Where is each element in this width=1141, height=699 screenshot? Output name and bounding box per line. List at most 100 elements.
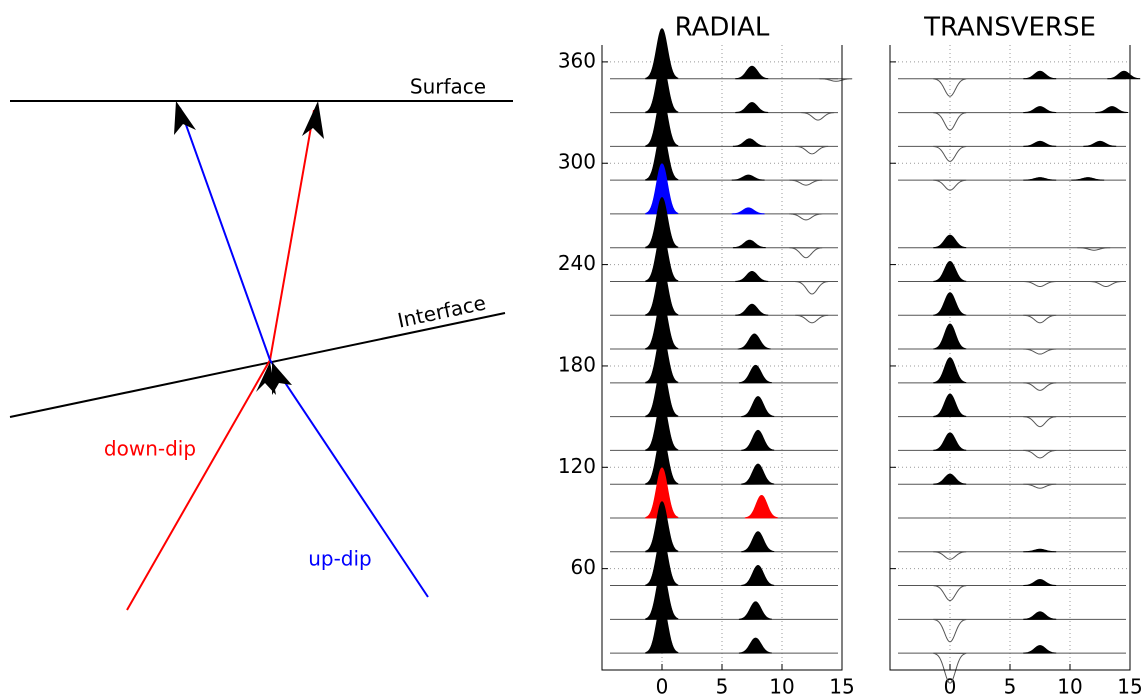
- panel-title: TRANSVERSE: [923, 13, 1096, 43]
- pulse: [1023, 483, 1057, 489]
- pulse: [933, 145, 967, 162]
- pulse: [1071, 177, 1105, 181]
- pulse: [819, 78, 853, 82]
- pulse: [1107, 70, 1141, 80]
- x-tick-label: 5: [1004, 675, 1017, 699]
- pulse: [645, 197, 679, 249]
- y-tick-label: 240: [558, 251, 596, 275]
- pulse: [738, 637, 772, 654]
- pulse: [1023, 611, 1057, 620]
- ray-diagram: Surface Interface down-dip up-dip: [9, 75, 513, 611]
- pulse: [645, 298, 679, 350]
- pulse: [933, 260, 967, 282]
- x-tick-label: 0: [656, 675, 669, 699]
- arrowhead: [256, 362, 276, 395]
- x-tick-label: 15: [829, 675, 854, 699]
- pulse: [738, 364, 772, 384]
- x-tick-label: 10: [769, 675, 794, 699]
- pulse: [933, 432, 967, 451]
- axes-frame: [601, 45, 843, 671]
- pulse: [933, 618, 967, 643]
- pulse: [789, 213, 823, 221]
- pulse: [933, 292, 967, 316]
- pulse: [645, 163, 679, 215]
- pulse: [1023, 140, 1057, 147]
- pulse: [933, 112, 967, 131]
- surface-label: Surface: [410, 75, 486, 99]
- arrowhead: [302, 101, 324, 139]
- y-tick-label: 360: [558, 48, 596, 72]
- pulse: [744, 494, 778, 519]
- pulse: [741, 396, 775, 418]
- x-tick-label: 10: [1057, 675, 1082, 699]
- arrowhead: [174, 101, 196, 135]
- pulse: [735, 303, 769, 316]
- pulse: [738, 601, 772, 620]
- pulse: [737, 333, 771, 350]
- pulse: [645, 568, 679, 620]
- pulse: [741, 463, 775, 485]
- pulse: [933, 551, 967, 560]
- pulse: [933, 78, 967, 97]
- y-tick-label: 60: [571, 555, 596, 579]
- pulse: [1089, 280, 1123, 287]
- pulse: [1023, 70, 1057, 80]
- pulse: [933, 585, 967, 602]
- pulse: [1023, 548, 1057, 553]
- pulse: [645, 534, 679, 587]
- pulse: [1023, 177, 1057, 181]
- pulse: [735, 270, 769, 282]
- pulse: [1023, 579, 1057, 587]
- y-tick-label: 180: [558, 352, 596, 376]
- pulse: [933, 323, 967, 350]
- pulse: [735, 102, 769, 114]
- pulse: [1023, 348, 1057, 355]
- pulse: [801, 112, 835, 121]
- interface-line: [9, 312, 506, 418]
- up-dip-label: up-dip: [308, 547, 372, 571]
- pulse: [789, 247, 823, 259]
- panel-title: RADIAL: [675, 13, 770, 43]
- pulse: [645, 129, 679, 181]
- pulse: [645, 62, 679, 114]
- pulse: [1095, 106, 1129, 114]
- pulse: [645, 264, 679, 316]
- pulse: [645, 602, 679, 654]
- pulse: [933, 473, 967, 485]
- pulse: [1023, 314, 1057, 324]
- pulse: [795, 314, 829, 324]
- pulse: [741, 429, 775, 451]
- y-tick-label: 300: [558, 150, 596, 174]
- pulse: [1023, 106, 1057, 114]
- pulse: [933, 179, 967, 191]
- x-tick-label: 0: [944, 675, 957, 699]
- pulse: [732, 239, 766, 249]
- y-tick-label: 120: [558, 454, 596, 478]
- pulse: [1023, 416, 1057, 428]
- pulse: [741, 531, 775, 553]
- pulse: [645, 501, 679, 553]
- arrowhead: [272, 362, 292, 395]
- pulse: [1083, 140, 1117, 147]
- x-tick-label: 5: [716, 675, 729, 699]
- up-dip-ray: [179, 107, 429, 598]
- pulse: [795, 145, 829, 155]
- pulse: [735, 65, 769, 80]
- pulse: [1023, 280, 1057, 287]
- pulse: [645, 28, 679, 80]
- pulse: [645, 230, 679, 282]
- pulse: [741, 565, 775, 587]
- pulse: [645, 95, 679, 147]
- pulse: [645, 433, 679, 485]
- pulse: [645, 332, 679, 384]
- pulse: [789, 179, 823, 186]
- pulse: [645, 399, 679, 451]
- pulse: [645, 366, 679, 418]
- pulse: [1023, 382, 1057, 391]
- pulse: [1023, 449, 1057, 459]
- pulse: [645, 467, 679, 519]
- pulse: [731, 174, 765, 181]
- pulse: [1077, 247, 1111, 251]
- pulse: [795, 280, 829, 295]
